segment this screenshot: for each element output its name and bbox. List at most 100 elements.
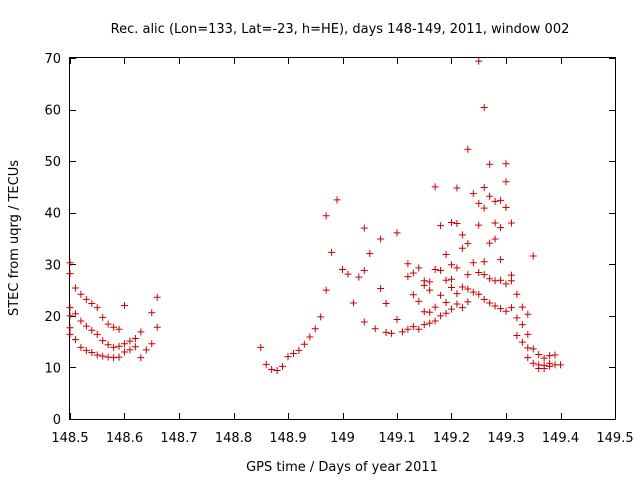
data-point-marker <box>497 196 505 204</box>
data-point-marker <box>453 290 461 298</box>
data-point-marker <box>448 275 455 283</box>
data-point-marker <box>371 325 379 333</box>
data-point-marker <box>66 304 74 312</box>
data-point-marker <box>153 323 161 331</box>
data-point-marker <box>77 290 85 298</box>
data-point-marker <box>475 290 483 298</box>
data-point-marker <box>388 329 396 337</box>
data-point-marker <box>88 326 96 334</box>
x-axis: 148.5 148.6 148.7 148.8 148.9 149 149.1 149.2 14… <box>51 58 634 446</box>
data-point-marker <box>121 302 128 310</box>
x-tick-label: 148.6 <box>106 431 143 446</box>
data-point-marker <box>382 299 390 307</box>
data-point-marker <box>355 273 363 281</box>
data-point-marker <box>82 346 90 354</box>
data-point-marker <box>126 346 134 354</box>
y-tick-label: 20 <box>44 310 61 325</box>
data-point-marker <box>497 224 505 232</box>
data-point-marker <box>524 344 532 352</box>
data-point-marker <box>99 352 107 360</box>
data-point-marker <box>268 365 276 373</box>
data-point-marker <box>99 313 107 321</box>
data-point-marker <box>273 367 281 375</box>
data-point-marker <box>448 305 455 313</box>
data-point-marker <box>262 360 270 368</box>
data-point-marker <box>415 264 423 272</box>
data-point-marker <box>551 351 559 359</box>
data-point-marker <box>507 219 515 227</box>
data-point-marker <box>535 351 543 359</box>
data-point-marker <box>486 160 494 168</box>
data-point-marker <box>66 330 74 338</box>
data-point-marker <box>137 328 145 336</box>
data-point-marker <box>409 291 417 299</box>
data-point-marker <box>148 340 156 348</box>
data-point-marker <box>404 273 412 281</box>
data-point-marker <box>437 222 445 230</box>
data-point-marker <box>469 259 477 267</box>
data-point-marker <box>464 145 472 153</box>
data-point-marker <box>284 353 292 361</box>
data-point-marker <box>110 343 118 351</box>
data-point-marker <box>71 310 79 318</box>
data-point-marker <box>339 265 346 273</box>
data-point-marker <box>153 293 161 301</box>
data-point-marker <box>469 190 477 198</box>
data-point-marker <box>529 252 537 260</box>
data-point-marker <box>464 298 472 306</box>
data-point-marker <box>475 199 483 207</box>
data-point-marker <box>420 308 428 316</box>
data-point-marker <box>540 364 548 372</box>
x-axis-title: GPS time / Days of year 2011 <box>246 460 438 475</box>
x-tick-label: 149 <box>330 431 355 446</box>
data-point-marker <box>300 340 308 348</box>
data-point-marker <box>426 308 434 316</box>
data-point-marker <box>480 295 488 303</box>
data-point-marker <box>529 345 537 353</box>
data-point-marker <box>415 297 423 305</box>
data-point-marker <box>88 299 96 307</box>
chart-title: Rec. alic (Lon=133, Lat=-23, h=HE), days… <box>111 22 570 37</box>
data-point-marker <box>349 299 357 307</box>
data-point-marker <box>66 259 74 267</box>
data-point-marker <box>524 354 532 362</box>
x-tick-label: 149.4 <box>542 431 579 446</box>
data-point-marker <box>104 353 112 361</box>
data-point-marker <box>480 204 488 212</box>
data-point-marker <box>480 258 488 266</box>
data-point-marker <box>110 323 118 331</box>
data-point-marker <box>431 317 439 325</box>
data-point-marker <box>77 343 85 351</box>
data-point-marker <box>115 325 123 333</box>
data-point-marker <box>426 278 434 286</box>
data-point-marker <box>486 299 494 307</box>
x-tick-label: 149.3 <box>487 431 524 446</box>
data-point-marker <box>437 291 445 299</box>
data-point-marker <box>88 348 96 356</box>
data-point-marker <box>431 265 439 273</box>
data-point-marker <box>464 240 472 248</box>
data-point-marker <box>518 303 526 311</box>
data-point-marker <box>257 343 265 351</box>
data-point-marker <box>480 271 488 279</box>
data-point-marker <box>295 346 303 354</box>
data-point-marker <box>507 304 515 312</box>
data-point-marker <box>437 312 445 320</box>
data-point-marker <box>66 270 74 278</box>
data-point-marker <box>382 328 390 336</box>
data-point-marker <box>306 333 314 341</box>
plot-frame <box>69 57 616 420</box>
data-point-marker <box>486 239 494 247</box>
x-tick-label: 148.7 <box>160 431 197 446</box>
data-point-marker <box>115 342 123 350</box>
x-tick-label: 148.8 <box>215 431 252 446</box>
data-point-marker <box>398 328 406 336</box>
y-tick-label: 40 <box>44 207 61 222</box>
data-point-marker <box>491 302 499 310</box>
x-tick-label: 149.2 <box>433 431 470 446</box>
data-point-marker <box>486 192 494 200</box>
data-point-marker <box>524 310 532 318</box>
x-tick-label: 148.9 <box>269 431 306 446</box>
data-point-marker <box>360 266 368 274</box>
